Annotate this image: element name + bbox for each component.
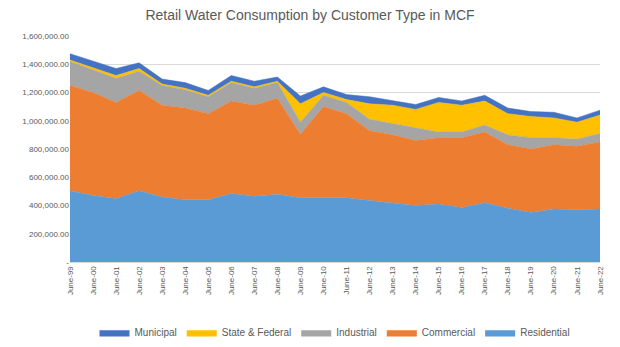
svg-text:Municipal: Municipal — [135, 327, 177, 338]
svg-text:1,200,000.00: 1,200,000.00 — [22, 88, 69, 97]
svg-text:June-01: June-01 — [112, 266, 121, 295]
svg-text:June-14: June-14 — [411, 266, 420, 295]
svg-text:1,000,000.00: 1,000,000.00 — [22, 117, 69, 126]
svg-text:-: - — [66, 258, 69, 267]
svg-text:June-12: June-12 — [365, 266, 374, 295]
svg-text:June-00: June-00 — [89, 266, 98, 295]
svg-text:1,400,000.00: 1,400,000.00 — [22, 60, 69, 69]
svg-text:600,000.00: 600,000.00 — [29, 173, 70, 182]
svg-text:June-03: June-03 — [158, 266, 167, 295]
svg-text:June-99: June-99 — [66, 266, 75, 295]
svg-text:June-16: June-16 — [457, 266, 466, 295]
svg-text:800,000.00: 800,000.00 — [29, 145, 70, 154]
svg-text:Retail Water Consumption by Cu: Retail Water Consumption by Customer Typ… — [145, 7, 474, 23]
svg-text:Residential: Residential — [520, 327, 569, 338]
svg-text:June-21: June-21 — [573, 266, 582, 295]
svg-text:June-10: June-10 — [319, 266, 328, 295]
svg-text:June-02: June-02 — [135, 266, 144, 295]
svg-text:June-08: June-08 — [273, 266, 282, 295]
svg-text:200,000.00: 200,000.00 — [29, 230, 70, 239]
svg-text:June-13: June-13 — [388, 266, 397, 295]
svg-text:June-15: June-15 — [434, 266, 443, 295]
svg-text:Commercial: Commercial — [422, 327, 475, 338]
svg-text:June-05: June-05 — [204, 266, 213, 295]
svg-text:June-07: June-07 — [250, 266, 259, 295]
svg-text:June-17: June-17 — [480, 266, 489, 295]
svg-text:1,600,000.00: 1,600,000.00 — [22, 32, 69, 41]
svg-text:June-18: June-18 — [503, 266, 512, 295]
svg-text:State & Federal: State & Federal — [222, 327, 291, 338]
svg-text:400,000.00: 400,000.00 — [29, 201, 70, 210]
svg-text:June-04: June-04 — [181, 266, 190, 295]
svg-text:June-20: June-20 — [550, 266, 559, 295]
svg-text:June-06: June-06 — [227, 266, 236, 295]
svg-text:June-19: June-19 — [526, 266, 535, 295]
svg-text:June-22: June-22 — [596, 266, 605, 295]
svg-text:June-09: June-09 — [296, 266, 305, 295]
svg-text:June-11: June-11 — [342, 266, 351, 295]
svg-text:Industrial: Industrial — [336, 327, 377, 338]
